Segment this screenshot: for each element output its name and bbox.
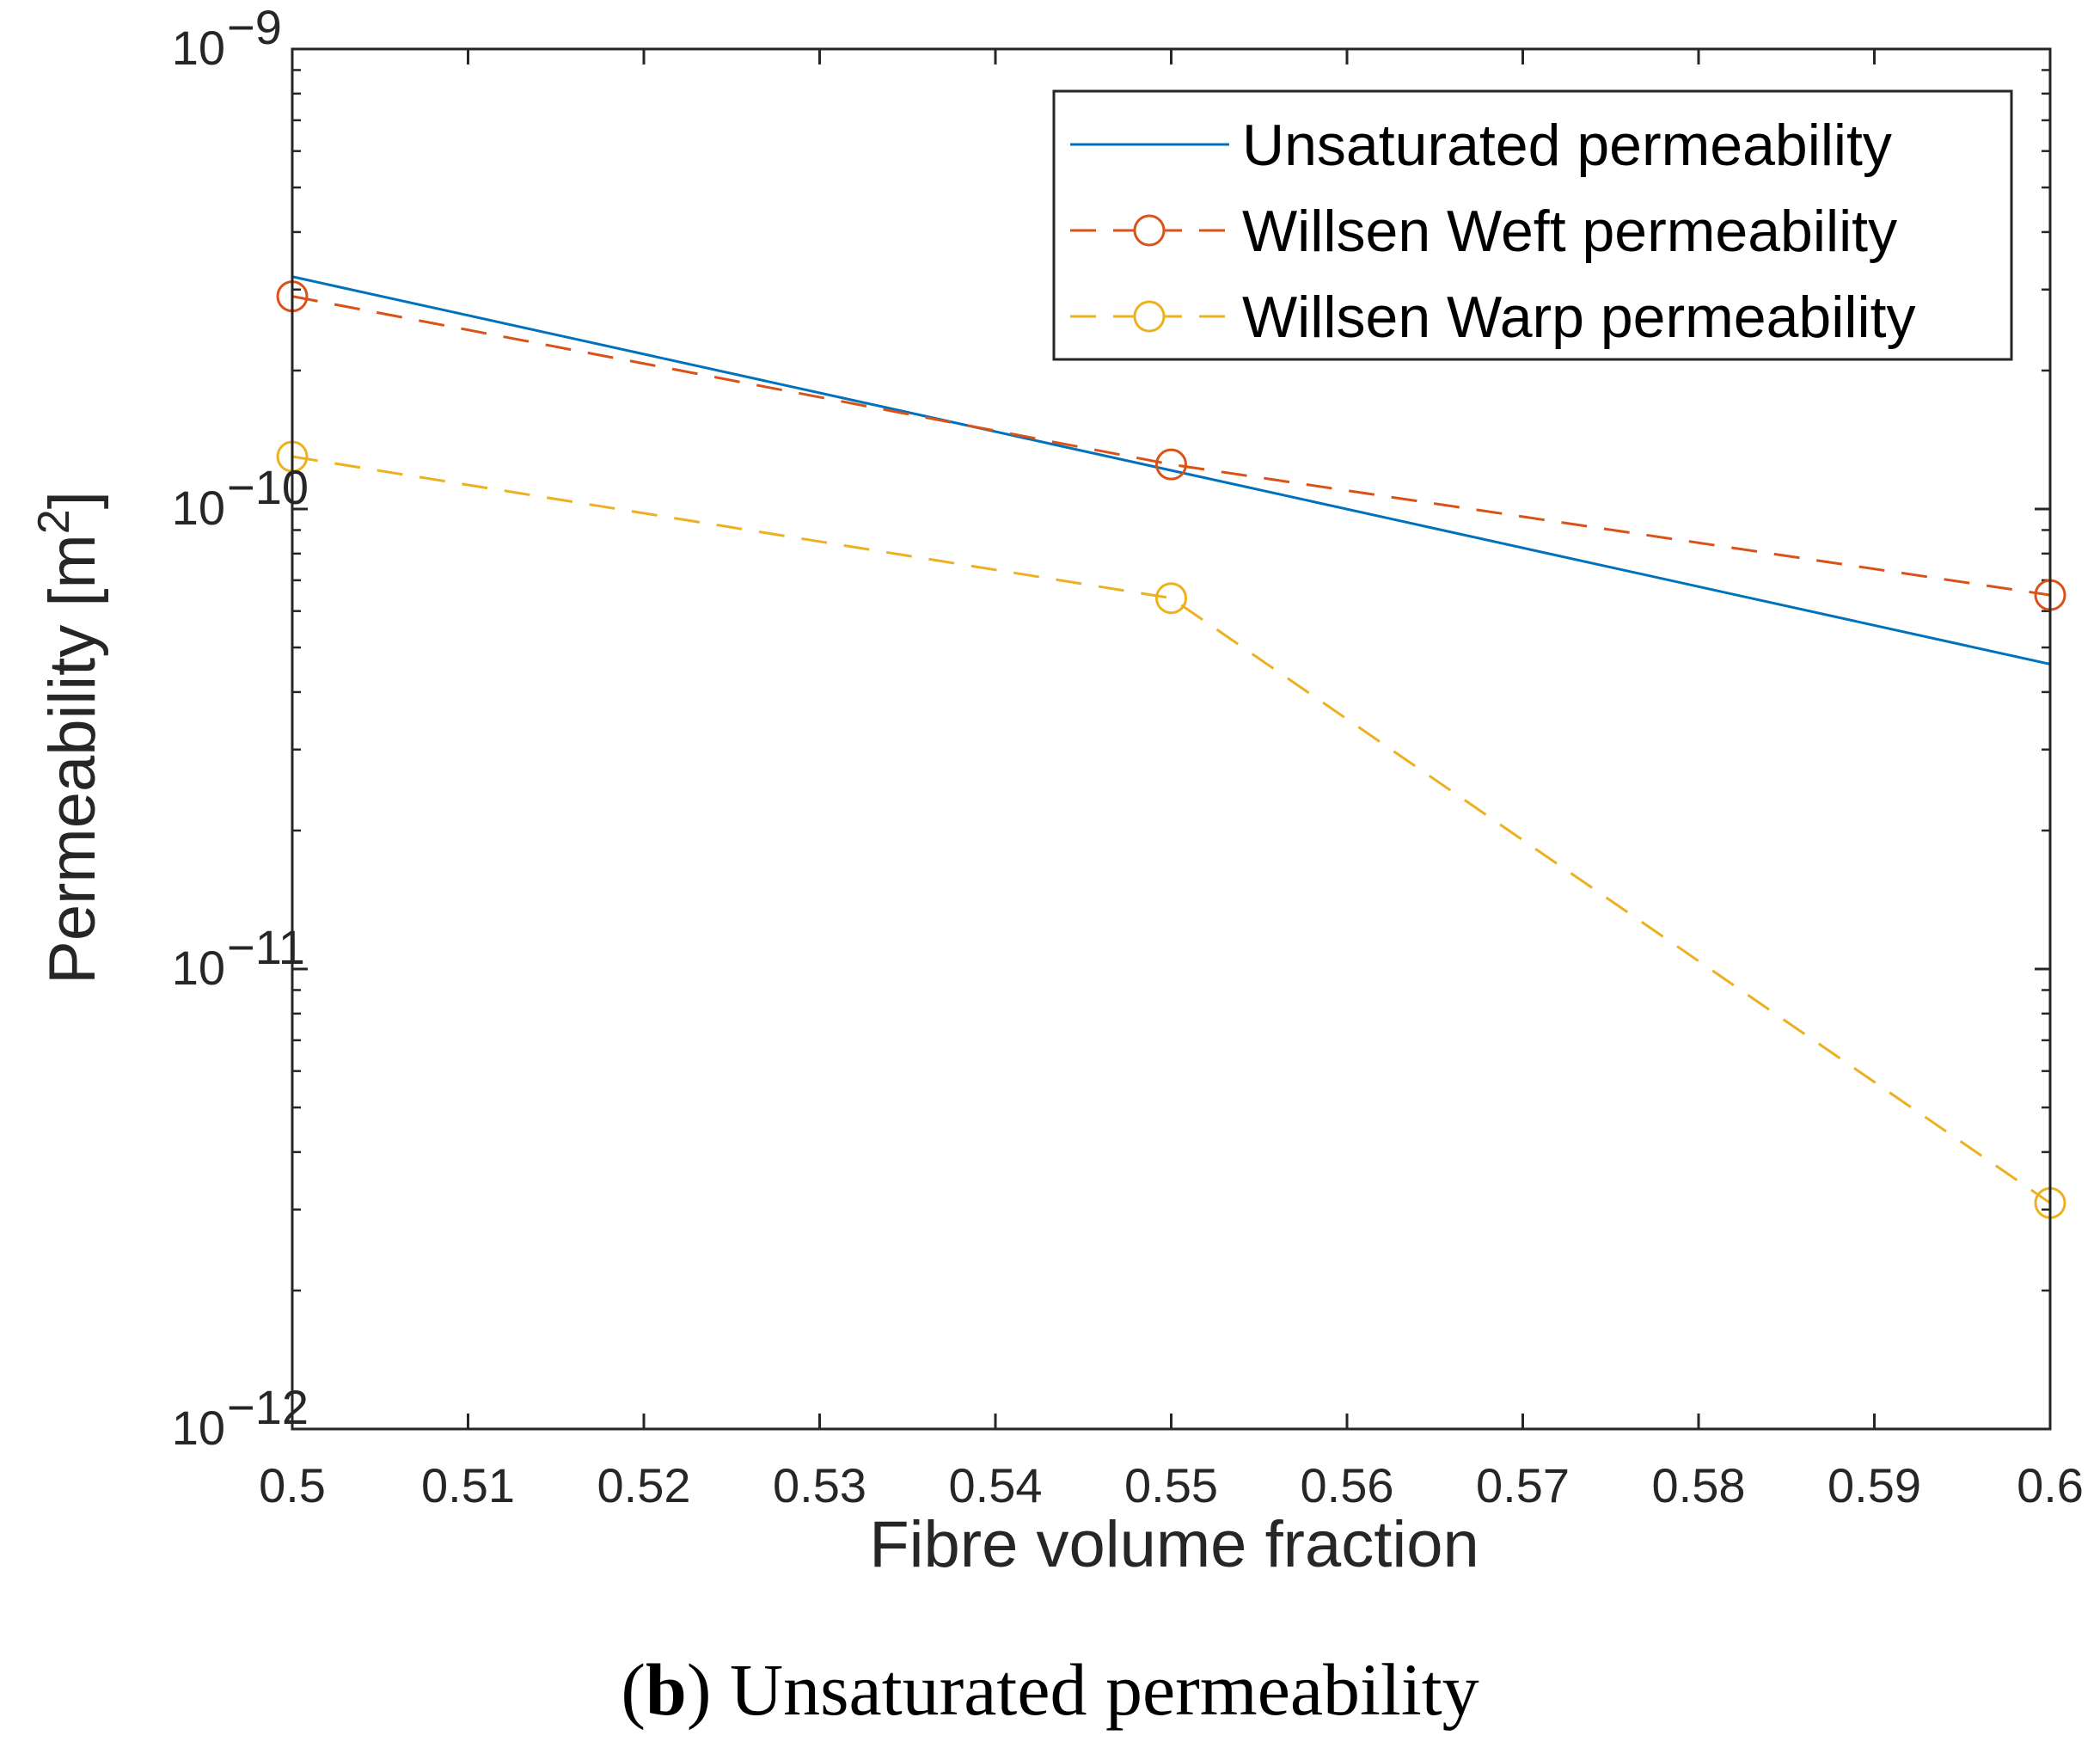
- y-tick-label: 10: [172, 481, 225, 535]
- series-line-0: [291, 275, 2051, 665]
- y-tick-label: 10: [172, 1401, 225, 1455]
- y-tick-label-exponent: −12: [227, 1380, 309, 1434]
- x-tick-label: 0.55: [1124, 1458, 1218, 1512]
- y-axis-label-close: ]: [36, 491, 109, 509]
- legend-entry-label: Willsen Weft permeability: [1242, 199, 1897, 264]
- x-tick-label: 0.5: [259, 1458, 326, 1512]
- x-tick-label: 0.53: [773, 1458, 866, 1512]
- x-tick-label: 0.52: [597, 1458, 691, 1512]
- x-tick-label: 0.51: [421, 1458, 515, 1512]
- caption-letter: b: [646, 1648, 687, 1731]
- caption-open-paren: (: [621, 1648, 646, 1731]
- x-tick-label: 0.6: [2017, 1458, 2084, 1512]
- y-axis-label-sup: 2: [29, 509, 79, 534]
- series-marker-1: [1155, 448, 1187, 481]
- legend-swatch-marker: [1133, 214, 1166, 247]
- y-tick-label-exponent: −11: [227, 920, 305, 974]
- legend-entry-label: Unsaturated permeability: [1242, 113, 1892, 178]
- axes-box: [291, 47, 2052, 1431]
- x-tick-label: 0.59: [1828, 1458, 1921, 1512]
- y-tick-label-exponent: −10: [227, 460, 309, 514]
- legend-entry-label: Willsen Warp permeability: [1242, 285, 1915, 350]
- legend-box: [1052, 89, 2013, 361]
- y-axis-label: Permeability [m2]: [29, 491, 109, 984]
- x-tick-label: 0.56: [1301, 1458, 1394, 1512]
- y-tick-label: 10: [172, 21, 225, 75]
- series-line-2: [291, 455, 2051, 1205]
- y-tick-label-exponent: −9: [227, 0, 282, 54]
- y-tick-label: 10: [172, 941, 225, 995]
- y-axis-label-main: Permeability [m: [36, 534, 109, 984]
- legend-swatch-marker: [1133, 300, 1166, 333]
- legend: Unsaturated permeability Willsen Weft per…: [1052, 89, 2013, 361]
- x-tick-label: 0.57: [1476, 1458, 1570, 1512]
- x-tick-labels: 0.5 0.51 0.52 0.53 0.54 0.55 0.56 0.57 0.58 0.59 0…: [259, 1458, 2084, 1512]
- series-marker-2: [1155, 582, 1187, 615]
- axis-ticks: [291, 47, 2052, 1431]
- x-tick-label: 0.54: [949, 1458, 1043, 1512]
- x-tick-label: 0.58: [1652, 1458, 1746, 1512]
- caption-text: ) Unsaturated permeability: [686, 1648, 1479, 1731]
- x-axis-label: Fibre volume fraction: [869, 1508, 1479, 1581]
- permeability-chart: 0.5 0.51 0.52 0.53 0.54 0.55 0.56 0.57 0.58 0.59 0…: [29, 0, 2084, 1581]
- figure-caption: (b) Unsaturated permeability: [0, 1647, 2100, 1733]
